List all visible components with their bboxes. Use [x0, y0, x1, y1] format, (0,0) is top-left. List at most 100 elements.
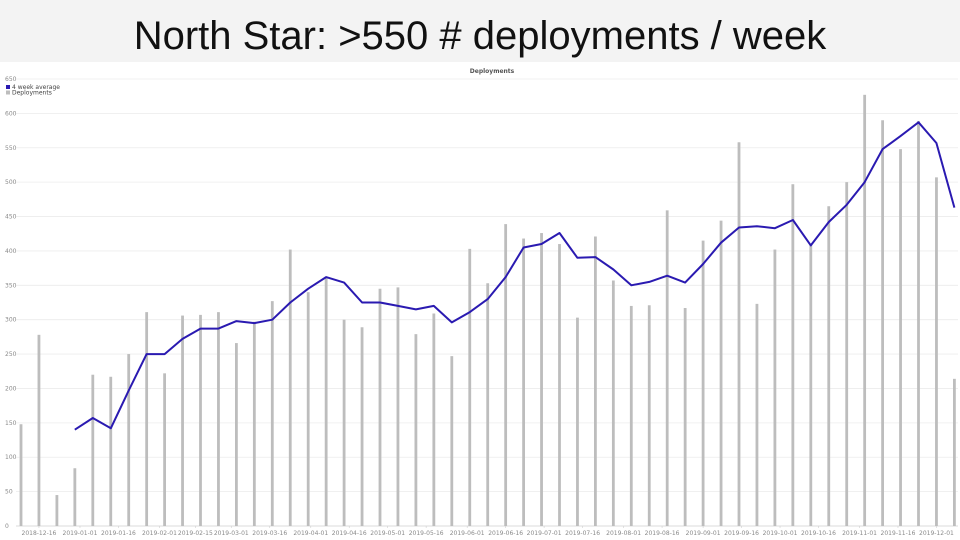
x-tick-label: 2019-03-16 — [252, 530, 287, 537]
deployment-bar — [863, 94, 867, 526]
x-tick-label: 2019-01-01 — [63, 530, 98, 537]
deployment-bar — [199, 314, 202, 526]
x-tick-label: 2019-05-16 — [409, 530, 444, 537]
x-tick-label: 2019-05-01 — [370, 530, 405, 537]
x-tick-label: 2019-10-16 — [801, 530, 836, 537]
deployment-bar — [486, 283, 490, 526]
deployment-bar — [37, 334, 41, 526]
x-tick-label: 2019-11-01 — [842, 530, 877, 537]
deployment-bar — [235, 343, 238, 526]
deployment-bar — [665, 210, 669, 526]
deployment-bar — [288, 249, 292, 526]
deployment-bar — [576, 317, 579, 526]
y-tick-label: 150 — [5, 420, 17, 427]
deployment-bar — [558, 244, 561, 527]
deployment-bar — [270, 301, 274, 526]
deployment-bar — [360, 327, 364, 526]
y-tick-label: 250 — [5, 351, 17, 358]
deployment-bar — [378, 288, 382, 526]
deployment-bar — [737, 142, 741, 526]
deployments-chart: Deployments 0 50 100 150 200 250 300 350 400 450 5… — [5, 68, 958, 537]
deployment-bar — [522, 238, 525, 526]
legend-label: Deployments — [12, 90, 52, 97]
y-tick-label: 400 — [5, 248, 17, 255]
deployment-bar — [899, 149, 902, 526]
deployment-bar — [773, 249, 777, 526]
deployment-bar — [217, 312, 220, 526]
deployment-bar — [935, 177, 938, 526]
x-tick-label: 2019-12-01 — [919, 530, 954, 537]
deployment-bar — [845, 182, 849, 526]
deployment-bar — [127, 354, 131, 526]
x-tick-label: 2019-04-16 — [332, 530, 367, 537]
x-tick-label: 2019-09-01 — [686, 530, 721, 537]
y-tick-label: 650 — [5, 76, 17, 83]
x-tick-label: 2019-10-01 — [763, 530, 798, 537]
x-tick-label: 2018-12-16 — [22, 530, 57, 537]
y-tick-label: 0 — [5, 523, 9, 530]
x-tick-label: 2019-09-16 — [724, 530, 759, 537]
slide-title: North Star: >550 # deployments / week — [133, 14, 827, 58]
deployment-bar — [827, 206, 831, 526]
y-tick-label: 500 — [5, 179, 17, 186]
x-axis: 2018-12-16 2019-01-01 2019-01-16 2019-02-01… — [22, 526, 954, 537]
average-line — [74, 121, 956, 431]
deployment-bar — [396, 287, 400, 526]
deployment-bar — [414, 334, 418, 526]
deployment-bar — [73, 468, 77, 526]
deployment-bar — [881, 120, 884, 526]
bar-series — [19, 94, 956, 527]
y-tick-label: 450 — [5, 214, 17, 221]
deployment-bar — [611, 280, 615, 526]
y-tick-label: 200 — [5, 385, 17, 392]
x-tick-label: 2019-01-16 — [101, 530, 136, 537]
deployment-bar — [755, 303, 759, 526]
y-tick-label: 50 — [5, 489, 13, 496]
deployment-bar — [55, 495, 59, 526]
x-tick-label: 2019-08-16 — [645, 530, 680, 537]
y-tick-label: 550 — [5, 145, 17, 152]
y-tick-label: 300 — [5, 317, 17, 324]
deployment-bar — [629, 305, 633, 526]
deployment-bar — [791, 184, 795, 526]
y-tick-label: 600 — [5, 110, 17, 117]
x-tick-label: 2019-06-16 — [488, 530, 523, 537]
deployment-bar — [809, 244, 813, 527]
x-tick-label: 2019-03-01 — [214, 530, 249, 537]
legend-swatch — [6, 90, 10, 95]
deployment-bar — [683, 308, 687, 526]
deployment-bar — [19, 424, 23, 526]
x-tick-label: 2019-02-15 — [178, 530, 213, 537]
x-tick-label: 2019-04-01 — [293, 530, 328, 537]
x-tick-label: 2019-06-01 — [450, 530, 485, 537]
deployment-bar — [468, 248, 472, 527]
title-band — [0, 0, 960, 62]
deployment-bar — [181, 315, 184, 526]
deployment-bar — [342, 319, 346, 526]
deployment-bar — [701, 240, 705, 526]
x-tick-label: 2019-07-01 — [527, 530, 562, 537]
deployment-bar — [594, 236, 597, 526]
deployment-bar — [504, 224, 508, 526]
deployment-bar — [91, 374, 95, 526]
line-series — [74, 121, 956, 431]
deployment-bar — [450, 356, 454, 526]
x-tick-label: 2019-11-16 — [881, 530, 916, 537]
y-axis: 0 50 100 150 200 250 300 350 400 450 500 550 600 650 — [5, 76, 17, 530]
chart-title: Deployments — [470, 68, 515, 75]
deployment-bar — [163, 373, 166, 526]
deployment-bar — [145, 312, 149, 526]
deployment-bar — [109, 376, 113, 526]
legend-label: 4 week average — [12, 84, 60, 91]
deployment-bar — [252, 321, 256, 526]
y-tick-label: 350 — [5, 282, 17, 289]
deployment-bar — [953, 378, 956, 526]
y-tick-label: 100 — [5, 454, 17, 461]
x-tick-label: 2019-02-01 — [142, 530, 177, 537]
deployment-bar — [719, 220, 723, 526]
deployment-bar — [306, 292, 310, 526]
deployment-bar — [917, 120, 920, 527]
deployment-bar — [540, 233, 543, 526]
x-tick-label: 2019-07-16 — [565, 530, 600, 537]
